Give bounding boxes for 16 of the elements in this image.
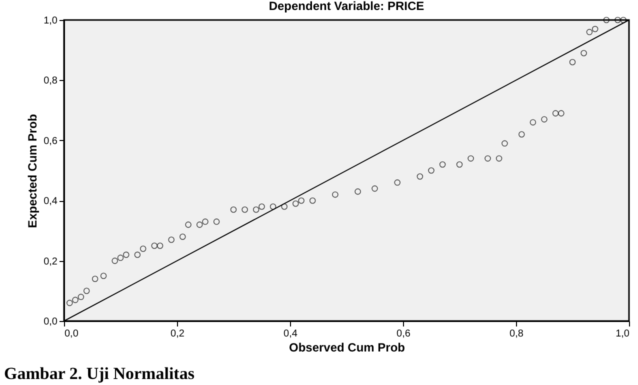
x-tick-label: 0,8 <box>510 328 524 340</box>
y-tick-label: 0,4 <box>44 196 58 208</box>
y-axis-title: Expected Cum Prob <box>26 114 40 228</box>
y-tick-label: 0,0 <box>44 316 58 328</box>
x-tick-label: 0,2 <box>170 328 185 340</box>
y-tick-label: 1,0 <box>44 16 58 26</box>
y-tick-label: 0,6 <box>44 136 58 147</box>
chart-title: Dependent Variable: PRICE <box>268 0 424 13</box>
y-tick-label: 0,8 <box>44 76 58 87</box>
x-tick-label: 0,4 <box>284 328 298 340</box>
x-tick-label: 0,6 <box>396 328 411 340</box>
x-tick-label: 1,0 <box>616 328 630 340</box>
x-axis-title: Observed Cum Prob <box>288 340 406 354</box>
text: Gambar 2. Uji Normalitas <box>4 364 195 383</box>
y-tick-label: 0,2 <box>44 256 58 268</box>
x-tick-label: 0,0 <box>64 328 79 340</box>
